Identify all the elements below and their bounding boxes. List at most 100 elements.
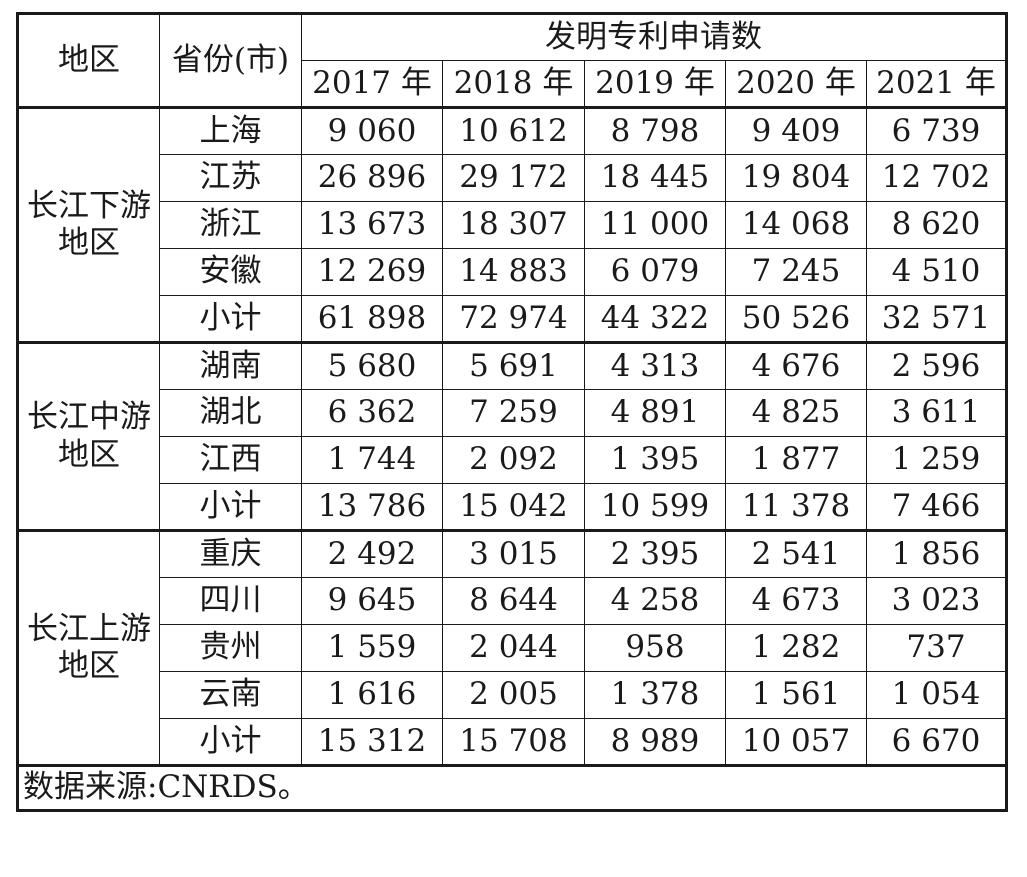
value-cell: 1 559 — [301, 624, 443, 672]
value-cell: 4 258 — [584, 577, 726, 625]
province-cell: 江西 — [159, 436, 302, 484]
province-cell: 云南 — [159, 671, 302, 719]
value-cell: 5 680 — [301, 341, 443, 390]
value-cell: 13 786 — [301, 483, 443, 531]
table-row: 小计 61 898 72 974 44 322 50 526 32 571 — [18, 295, 1007, 343]
province-cell: 贵州 — [159, 624, 302, 672]
value-cell: 12 269 — [301, 248, 443, 296]
value-cell: 1 856 — [866, 529, 1007, 578]
value-cell: 26 896 — [301, 154, 443, 202]
patent-table: 地区 省份(市) 发明专利申请数 2017 年 2018 年 2019 年 20… — [16, 12, 1008, 812]
value-cell: 6 362 — [301, 389, 443, 437]
value-cell: 1 877 — [725, 436, 867, 484]
value-cell: 7 259 — [442, 389, 585, 437]
value-cell: 2 092 — [442, 436, 585, 484]
value-cell: 29 172 — [442, 154, 585, 202]
province-cell: 四川 — [159, 577, 302, 625]
value-cell: 15 042 — [442, 483, 585, 531]
value-cell: 6 670 — [866, 718, 1007, 766]
value-cell: 14 068 — [725, 201, 867, 249]
region-name-line1: 长江下游 — [27, 187, 151, 224]
value-cell: 4 676 — [725, 341, 867, 390]
value-cell: 3 611 — [866, 389, 1007, 437]
value-cell: 15 312 — [301, 718, 443, 766]
region-cell: 长江中游 地区 — [17, 341, 160, 531]
value-cell: 9 060 — [301, 107, 443, 155]
value-cell: 10 057 — [725, 718, 867, 766]
value-cell: 18 307 — [442, 201, 585, 249]
table-row: 小计 13 786 15 042 10 599 11 378 7 466 — [18, 483, 1007, 531]
source-row: 数据来源:CNRDS。 — [17, 764, 1007, 811]
header-year: 2020 年 — [725, 60, 867, 109]
value-cell: 4 673 — [725, 577, 867, 625]
source-note: 数据来源:CNRDS。 — [17, 764, 1007, 811]
table-row: 云南 1 616 2 005 1 378 1 561 1 054 — [18, 671, 1007, 719]
table-row: 贵州 1 559 2 044 958 1 282 737 — [18, 624, 1007, 672]
value-cell: 4 825 — [725, 389, 867, 437]
province-cell: 浙江 — [159, 201, 302, 249]
value-cell: 4 313 — [584, 341, 726, 390]
value-cell: 737 — [866, 624, 1007, 672]
value-cell: 1 054 — [866, 671, 1007, 719]
province-cell: 湖北 — [159, 389, 302, 437]
value-cell: 14 883 — [442, 248, 585, 296]
value-cell: 50 526 — [725, 295, 867, 343]
value-cell: 18 445 — [584, 154, 726, 202]
value-cell: 9 645 — [301, 577, 443, 625]
header-year: 2019 年 — [584, 60, 726, 109]
value-cell: 15 708 — [442, 718, 585, 766]
table-row: 浙江 13 673 18 307 11 000 14 068 8 620 — [18, 201, 1007, 249]
header-group: 发明专利申请数 — [301, 13, 1007, 61]
value-cell: 11 378 — [725, 483, 867, 531]
value-cell: 6 079 — [584, 248, 726, 296]
table-row: 长江中游 地区 湖南 5 680 5 691 4 313 4 676 2 596 — [17, 341, 1007, 531]
province-cell: 重庆 — [159, 529, 302, 578]
table-row: 小计 15 312 15 708 8 989 10 057 6 670 — [18, 718, 1007, 766]
header-year: 2018 年 — [442, 60, 585, 109]
province-cell: 江苏 — [159, 154, 302, 202]
table-row: 江西 1 744 2 092 1 395 1 877 1 259 — [18, 436, 1007, 484]
value-cell: 1 744 — [301, 436, 443, 484]
value-cell: 7 245 — [725, 248, 867, 296]
value-cell: 1 259 — [866, 436, 1007, 484]
value-cell: 4 510 — [866, 248, 1007, 296]
value-cell: 1 378 — [584, 671, 726, 719]
value-cell: 13 673 — [301, 201, 443, 249]
value-cell: 32 571 — [866, 295, 1007, 343]
table-row: 长江上游 地区 重庆 2 492 3 015 2 395 2 541 1 856 — [17, 529, 1007, 766]
province-cell: 小计 — [159, 483, 302, 531]
value-cell: 1 561 — [725, 671, 867, 719]
value-cell: 12 702 — [866, 154, 1007, 202]
table-row: 湖北 6 362 7 259 4 891 4 825 3 611 — [18, 389, 1007, 437]
province-cell: 安徽 — [159, 248, 302, 296]
value-cell: 1 395 — [584, 436, 726, 484]
province-cell: 小计 — [159, 295, 302, 343]
value-cell: 44 322 — [584, 295, 726, 343]
value-cell: 2 541 — [725, 529, 867, 578]
region-name-line2: 地区 — [58, 648, 120, 684]
value-cell: 4 891 — [584, 389, 726, 437]
region-name-line1: 长江中游 — [27, 399, 151, 436]
header-province: 省份(市) — [159, 13, 302, 109]
region-name-line1: 长江上游 — [27, 610, 151, 647]
header-year: 2021 年 — [866, 60, 1007, 109]
value-cell: 61 898 — [301, 295, 443, 343]
table-row: 长江下游 地区 上海 9 060 10 612 8 798 9 409 6 739 — [17, 107, 1007, 343]
value-cell: 7 466 — [866, 483, 1007, 531]
table-row: 安徽 12 269 14 883 6 079 7 245 4 510 — [18, 248, 1007, 296]
value-cell: 3 015 — [442, 529, 585, 578]
value-cell: 2 492 — [301, 529, 443, 578]
value-cell: 8 644 — [442, 577, 585, 625]
value-cell: 8 798 — [584, 107, 726, 155]
value-cell: 11 000 — [584, 201, 726, 249]
value-cell: 958 — [584, 624, 726, 672]
value-cell: 10 599 — [584, 483, 726, 531]
value-cell: 5 691 — [442, 341, 585, 390]
region-name-line2: 地区 — [58, 436, 120, 473]
value-cell: 1 282 — [725, 624, 867, 672]
region-cell: 长江上游 地区 — [17, 529, 160, 766]
value-cell: 3 023 — [866, 577, 1007, 625]
header-year: 2017 年 — [301, 60, 443, 109]
value-cell: 6 739 — [866, 107, 1007, 155]
value-cell: 2 596 — [866, 341, 1007, 390]
